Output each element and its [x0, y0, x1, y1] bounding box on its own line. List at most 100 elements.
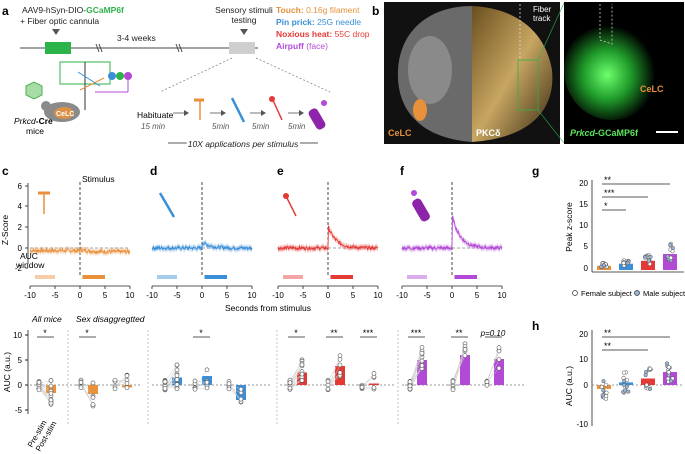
- trace-yaxis: 6 4 2 0 -2: [15, 182, 29, 273]
- paired-line: [289, 365, 303, 389]
- paired-line: [164, 365, 178, 389]
- post-point: [90, 380, 96, 386]
- pre-point: [192, 378, 198, 384]
- g-bar: [619, 263, 633, 270]
- h-bar: [597, 385, 611, 389]
- svg-text:10: 10: [579, 355, 588, 364]
- post-point: [337, 370, 343, 375]
- svg-text:5: 5: [584, 242, 589, 251]
- post-point: [238, 396, 244, 402]
- paired-line: [228, 388, 242, 400]
- trace-panel-airpuff: -10 -5 0 5 10: [396, 182, 507, 300]
- post-point: [174, 373, 180, 378]
- x-tick-label: -10: [396, 291, 408, 300]
- x-tick-label: 10: [248, 291, 257, 300]
- pre-point: [78, 380, 84, 385]
- post-point: [419, 363, 425, 368]
- cannula-label: + Fiber optic cannula: [20, 16, 99, 26]
- pre-point: [112, 377, 118, 383]
- interval-3: 5min: [288, 122, 306, 131]
- stim-heat: Noxious heat: 55C drop: [276, 29, 370, 39]
- sig-mark: *: [85, 328, 89, 338]
- post-point: [299, 362, 305, 368]
- svg-text:0: 0: [584, 264, 589, 273]
- x-tick-label: -5: [173, 291, 181, 300]
- auc-group: *: [76, 328, 132, 409]
- post-point: [48, 383, 54, 389]
- paired-line: [114, 374, 128, 388]
- brain-right-half: [472, 6, 553, 142]
- stim-touch: Touch: 0.16g filament: [276, 5, 360, 15]
- auc-window-pre: [35, 275, 55, 279]
- brain-middle-label: PKCδ: [476, 128, 501, 138]
- auc-window-pre: [157, 275, 177, 279]
- testing-arrow-icon: [240, 29, 248, 35]
- mice-label: mice: [26, 126, 44, 136]
- svg-text:-5: -5: [15, 406, 23, 415]
- auc-window-post: [454, 275, 477, 279]
- legend-female: Female subject: [581, 289, 633, 298]
- x-tick-label: 10: [498, 291, 507, 300]
- svg-text:20: 20: [579, 330, 588, 339]
- svg-text:2: 2: [18, 223, 23, 232]
- h-point: [643, 373, 648, 378]
- h-yaxis: 20 10 0 -10: [576, 330, 593, 429]
- pre-point: [287, 380, 293, 386]
- g-bar-group: [641, 252, 655, 270]
- region-label-a: CeLC: [56, 111, 74, 118]
- virus-icon: [25, 81, 43, 100]
- trace-line: [29, 247, 131, 255]
- x-tick-label: 0: [200, 291, 205, 300]
- stim-airpuff: Airpuff (face): [276, 41, 328, 51]
- mouse-line-label: Prkcd-Cre: [14, 116, 53, 126]
- auc-window-post: [204, 275, 227, 279]
- h-sig-mark: **: [604, 328, 612, 338]
- x-tick-label: 0: [326, 291, 331, 300]
- auc-window-pre: [407, 275, 427, 279]
- h-point: [600, 393, 605, 398]
- panel-b: b CeLC PKCδ Fiber track CeLC Prkcd-GCaMP6…: [372, 2, 684, 144]
- stimulus-icon-touch: [38, 191, 50, 214]
- paired-line: [327, 364, 341, 390]
- h-point: [626, 389, 631, 394]
- auc-window-post: [82, 275, 105, 279]
- paired-line: [114, 375, 128, 390]
- sig-mark: **: [455, 328, 463, 338]
- dropper-icon: [269, 96, 283, 121]
- h-point: [624, 384, 629, 389]
- brain-left-label: CeLC: [388, 128, 412, 138]
- h-point: [666, 370, 671, 375]
- svg-text:0: 0: [18, 381, 23, 390]
- post-point: [48, 390, 54, 396]
- pre-point: [407, 383, 413, 389]
- svg-text:20: 20: [579, 179, 588, 188]
- weeks-label: 3-4 weeks: [117, 33, 156, 43]
- x-tick-label: 5: [351, 291, 356, 300]
- paired-line: [409, 347, 423, 385]
- pre-point: [226, 381, 232, 386]
- pre-point: [484, 382, 490, 388]
- panel-labels-cdef: c d e f: [2, 164, 405, 178]
- g-bar: [597, 265, 611, 270]
- paired-line: [38, 380, 52, 391]
- post-point: [174, 386, 180, 392]
- g-sig-mark: **: [604, 175, 612, 185]
- post-point: [496, 357, 502, 362]
- g-point: [665, 254, 670, 259]
- g-point: [625, 261, 630, 266]
- post-point: [238, 386, 244, 392]
- svg-text:15: 15: [579, 200, 588, 209]
- post-point: [496, 345, 502, 350]
- interval-2: 5min: [252, 122, 270, 131]
- sig-mark-2: p=0.10: [480, 329, 506, 338]
- dropper-bulb: [283, 193, 289, 199]
- x-tick-label: 0: [450, 291, 455, 300]
- g-point: [646, 259, 651, 264]
- auc-group: ** ***: [323, 328, 379, 393]
- post-point: [90, 395, 96, 400]
- panel-label-h: h: [532, 319, 539, 333]
- svg-text:10: 10: [579, 221, 588, 230]
- all-mice-label: All mice: [31, 314, 62, 324]
- sig-mark: **: [330, 328, 338, 338]
- h-ylabel: AUC (a.u.): [564, 366, 574, 406]
